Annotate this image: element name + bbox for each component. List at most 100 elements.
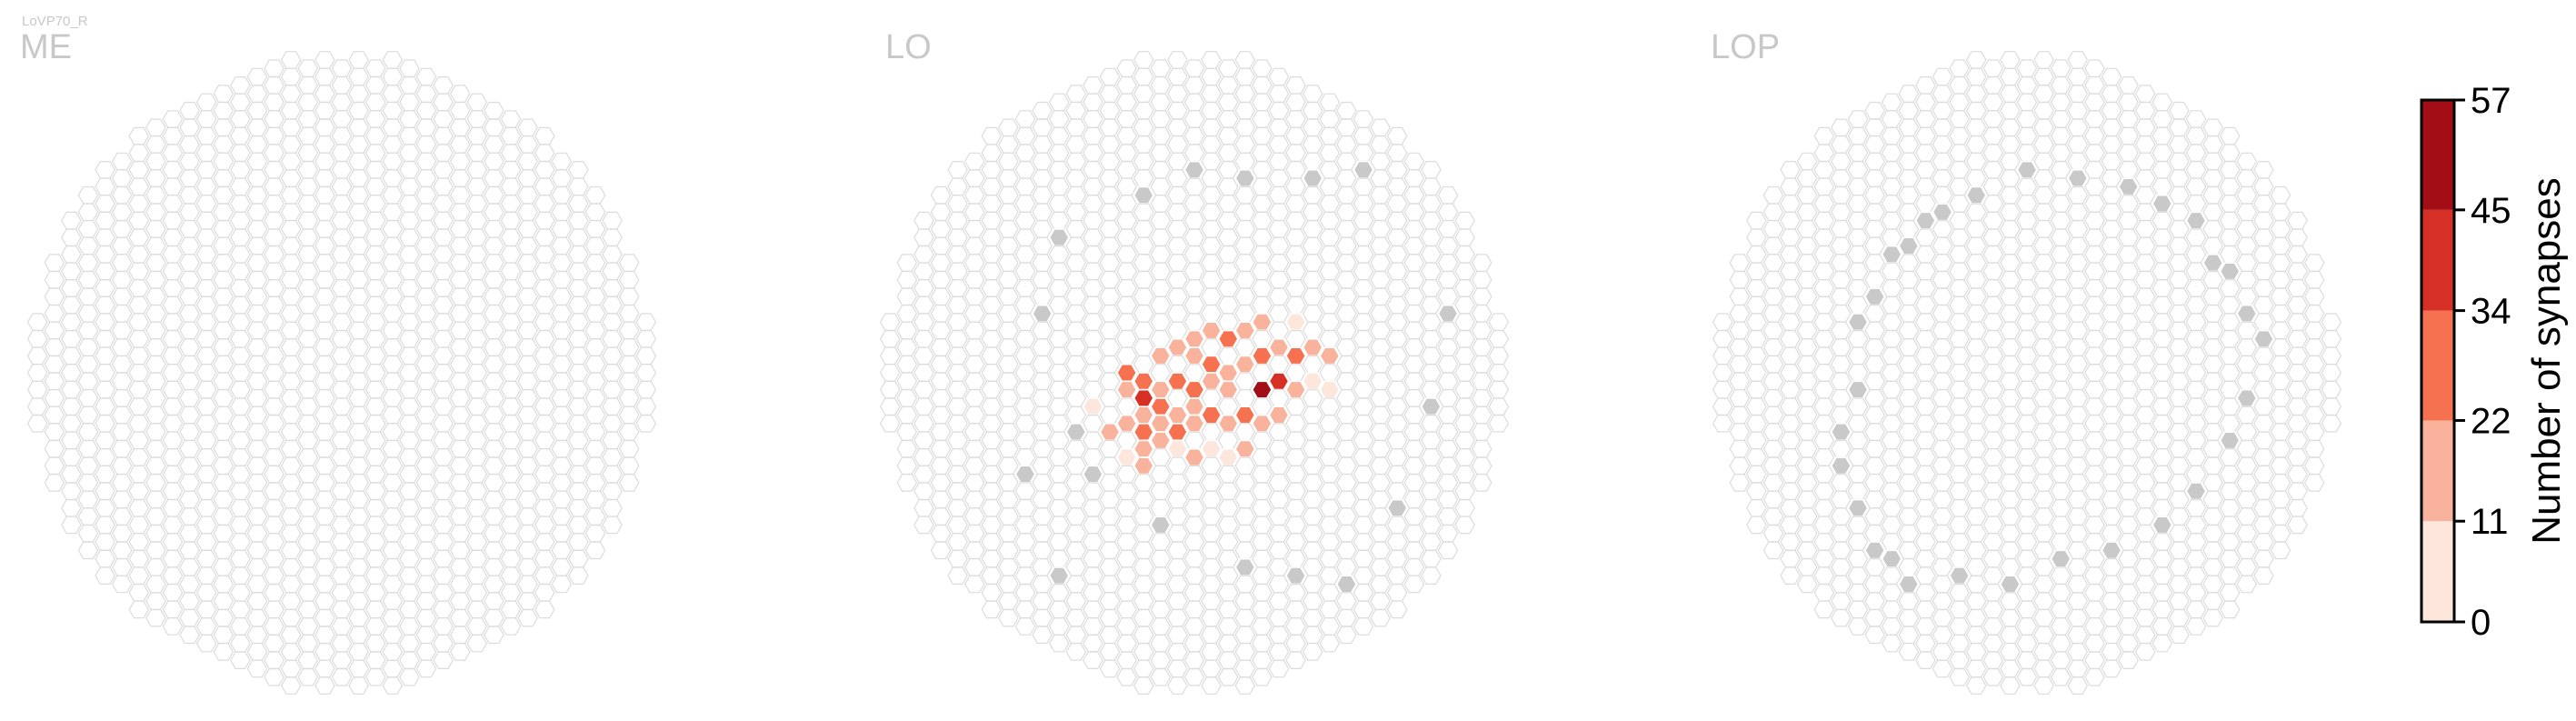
hex-column	[297, 76, 319, 95]
hex-column	[1386, 126, 1408, 145]
hex-column	[1454, 397, 1475, 416]
hex-column	[551, 254, 573, 272]
hex-column	[382, 51, 404, 69]
hex-column-missing	[1898, 575, 1920, 594]
hex-column-missing	[1420, 397, 1442, 416]
hex-column	[1048, 617, 1070, 636]
hex-column	[1353, 533, 1374, 551]
hex-column	[145, 135, 166, 154]
hex-column	[1336, 338, 1357, 356]
hex-column	[534, 313, 555, 331]
hex-column	[415, 524, 437, 543]
hex-column	[1336, 135, 1357, 154]
hex-column	[2033, 236, 2054, 255]
hex-column	[2033, 626, 2054, 645]
hex-column	[77, 305, 99, 323]
hex-column	[230, 600, 251, 619]
hex-column	[2050, 516, 2072, 535]
hex-column	[2000, 321, 2021, 340]
hex-column	[568, 397, 589, 416]
hex-column	[213, 287, 235, 306]
hex-column	[1831, 524, 1852, 543]
hex-column	[111, 439, 133, 458]
hex-column	[111, 169, 133, 187]
hex-column	[246, 305, 268, 323]
hex-column	[195, 313, 217, 331]
hex-column	[964, 305, 985, 323]
hex-column	[930, 406, 952, 425]
hex-column	[1864, 490, 1885, 509]
hex-column	[2169, 406, 2190, 425]
hex-column	[382, 220, 404, 238]
hex-column	[382, 558, 404, 576]
hex-column	[449, 118, 471, 137]
hex-column	[964, 558, 985, 576]
hex-column	[2000, 236, 2021, 255]
hex-column	[280, 287, 302, 306]
hex-column	[1167, 507, 1188, 526]
hex-column-missing	[1881, 549, 1902, 568]
hex-column	[568, 516, 589, 535]
hex-column	[1353, 549, 1374, 568]
hex-column	[1217, 295, 1239, 315]
hex-column	[2202, 575, 2223, 594]
hex-column	[914, 448, 934, 466]
hex-column	[998, 169, 1019, 187]
hex-column	[2033, 355, 2054, 374]
hex-column	[1234, 51, 1256, 69]
hex-column	[1403, 575, 1425, 594]
hex-column	[2270, 456, 2291, 476]
hex-column	[1167, 236, 1188, 255]
hex-column	[2169, 236, 2190, 255]
hex-column	[315, 592, 335, 610]
hex-column	[415, 490, 437, 509]
hex-column	[2185, 295, 2207, 315]
hex-column	[1982, 634, 2004, 653]
hex-column	[2253, 313, 2274, 331]
hex-column	[1729, 287, 1751, 306]
hex-column	[1116, 313, 1137, 331]
hex-column	[930, 270, 952, 289]
hex-column	[195, 482, 217, 500]
hex-column	[618, 423, 640, 441]
hex-column	[331, 499, 353, 517]
hex-column-synapses	[1099, 423, 1121, 442]
hex-column	[1813, 499, 1835, 517]
hex-column	[1813, 533, 1835, 551]
hex-column	[466, 279, 488, 297]
hex-column	[1252, 516, 1273, 535]
hex-column	[2033, 203, 2054, 222]
hex-column	[2152, 415, 2173, 433]
hex-column	[2202, 355, 2223, 374]
hex-column	[1234, 338, 1256, 356]
hex-column	[2084, 600, 2105, 619]
hex-column	[1796, 575, 1818, 594]
hex-column	[2202, 558, 2223, 576]
hex-column	[1421, 448, 1442, 466]
hex-column	[1353, 177, 1374, 196]
hex-column	[1336, 524, 1357, 543]
hex-column	[415, 101, 437, 120]
hex-column	[162, 195, 184, 213]
hex-column	[2033, 558, 2054, 576]
hex-column	[264, 245, 285, 264]
hex-column	[331, 262, 353, 281]
hex-column	[602, 228, 623, 246]
hex-column	[1403, 389, 1425, 407]
hex-column	[2084, 533, 2105, 551]
hex-column	[246, 439, 268, 458]
hex-column	[331, 76, 353, 95]
hex-column	[331, 651, 353, 669]
hex-column	[1252, 59, 1273, 77]
hex-column	[1932, 185, 1953, 205]
hex-column	[930, 456, 952, 476]
hex-column	[584, 355, 606, 374]
hex-column	[2287, 245, 2308, 264]
hex-column	[331, 211, 353, 230]
hex-column-synapses	[1116, 364, 1138, 382]
hex-column	[1780, 313, 1801, 331]
hex-column	[230, 211, 251, 230]
hex-column	[1881, 144, 1902, 162]
hex-column	[315, 507, 335, 526]
